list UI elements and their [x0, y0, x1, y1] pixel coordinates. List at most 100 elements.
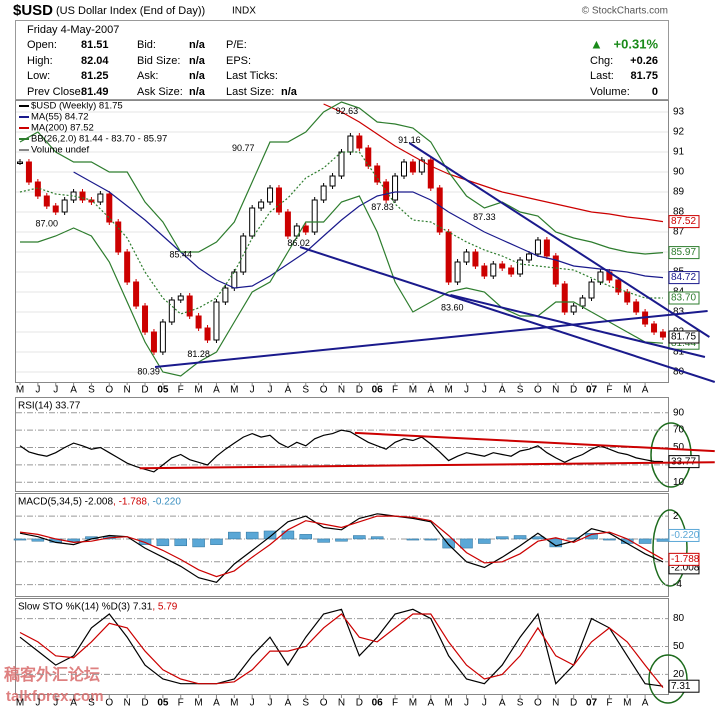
x-tick-label: N [338, 698, 345, 709]
quote-label: EPS: [226, 55, 251, 67]
x-tick-label: D [570, 698, 577, 709]
candle [561, 283, 568, 313]
quote-label: Open: [27, 39, 57, 51]
x-tick-label: D [570, 385, 577, 396]
highlight-oval [648, 654, 688, 704]
overlay-line [323, 103, 664, 223]
candle [231, 271, 238, 289]
candle [615, 279, 622, 293]
x-tick-label: M [194, 698, 202, 709]
annotation: 90.77 [232, 143, 255, 153]
candle [258, 201, 265, 209]
quote-value: 0 [652, 86, 658, 98]
histogram-bar [531, 536, 545, 540]
x-tick-label: S [517, 385, 524, 396]
x-tick-label: D [356, 385, 363, 396]
x-tick-label: N [124, 698, 131, 709]
x-tick-label: 06 [372, 385, 384, 396]
annotation: 80.39 [137, 367, 160, 377]
value-tag [668, 246, 700, 260]
x-tick-label: D [141, 698, 148, 709]
x-tick-label: O [105, 698, 113, 709]
candle [320, 185, 327, 201]
candle [570, 305, 577, 313]
histogram-bar [353, 535, 366, 540]
value-tag [668, 291, 700, 305]
y-tick-label: 90 [673, 407, 685, 418]
y-tick-label: 50 [673, 442, 685, 453]
x-tick-label: J [35, 698, 40, 709]
candle [418, 159, 425, 173]
candle [454, 261, 461, 283]
histogram-bar [174, 538, 187, 547]
x-tick-label: F [606, 385, 612, 396]
quote-value: 82.04 [81, 55, 109, 67]
x-tick-label: A [285, 385, 292, 396]
x-tick-label: F [178, 385, 184, 396]
candle [481, 265, 488, 277]
panel-title: , -1.788 [113, 497, 147, 508]
legend-entry: MA(200) 87.52 [31, 123, 94, 134]
candle [409, 161, 416, 173]
price-frame [15, 100, 669, 383]
x-tick-label: M [444, 385, 452, 396]
plot [13, 513, 670, 583]
histogram-bar [460, 538, 473, 549]
value-tag-label: 83.70 [671, 293, 696, 304]
x-tick-label: A [642, 698, 649, 709]
candle [213, 301, 220, 341]
y-tick-label: 89 [673, 187, 685, 198]
plot [17, 101, 666, 377]
quote-value: n/a [189, 55, 206, 67]
value-tag [668, 271, 700, 285]
y-tick-label: 80 [673, 367, 685, 378]
candle [97, 193, 104, 203]
histogram-bar [245, 531, 259, 540]
legend-entry: $USD (Weekly) 81.75 [31, 101, 123, 112]
x-tick-label: J [250, 698, 255, 709]
candle [659, 331, 666, 338]
value-tag-label: -2.008 [671, 562, 700, 573]
annotation: 91.16 [398, 135, 421, 145]
histogram-bar [156, 538, 170, 547]
candle [400, 161, 407, 177]
x-tick-label: A [499, 698, 506, 709]
y-tick-label: 83 [673, 307, 685, 318]
x-tick-label: A [427, 698, 434, 709]
value-tag-label: 85.97 [671, 247, 696, 258]
histogram-bar [603, 538, 616, 541]
histogram-bar [495, 536, 509, 540]
y-tick-label: 93 [673, 107, 685, 118]
candle [347, 135, 354, 153]
x-tick-label: M [444, 698, 452, 709]
x-tick-label: F [392, 385, 398, 396]
exchange: INDX [232, 6, 256, 17]
x-tick-label: N [552, 385, 559, 396]
histogram-bar [549, 538, 563, 548]
quote-value: +0.26 [630, 55, 658, 67]
candle [302, 225, 309, 233]
candle [624, 291, 631, 303]
y-tick-label: 20 [673, 669, 685, 680]
x-tick-label: J [268, 385, 273, 396]
x-tick-label: A [427, 385, 434, 396]
quote-value: n/a [189, 86, 206, 98]
candle [374, 165, 381, 183]
candle [588, 281, 595, 299]
histogram-bar [31, 538, 45, 542]
highlight-ovals [648, 422, 692, 704]
candle [633, 301, 640, 313]
x-tick-label: M [230, 698, 238, 709]
x-tick-label: O [320, 698, 328, 709]
legend-entry: MA(55) 84.72 [31, 112, 89, 123]
candle [133, 281, 140, 307]
x-tick-label: A [285, 698, 292, 709]
quote-value: 81.49 [81, 86, 109, 98]
y-tick-label: 50 [673, 641, 685, 652]
x-tick-label: A [642, 385, 649, 396]
histogram-bar [192, 538, 205, 548]
x-tick-label: M [409, 385, 417, 396]
annotation: 92.63 [336, 106, 359, 116]
